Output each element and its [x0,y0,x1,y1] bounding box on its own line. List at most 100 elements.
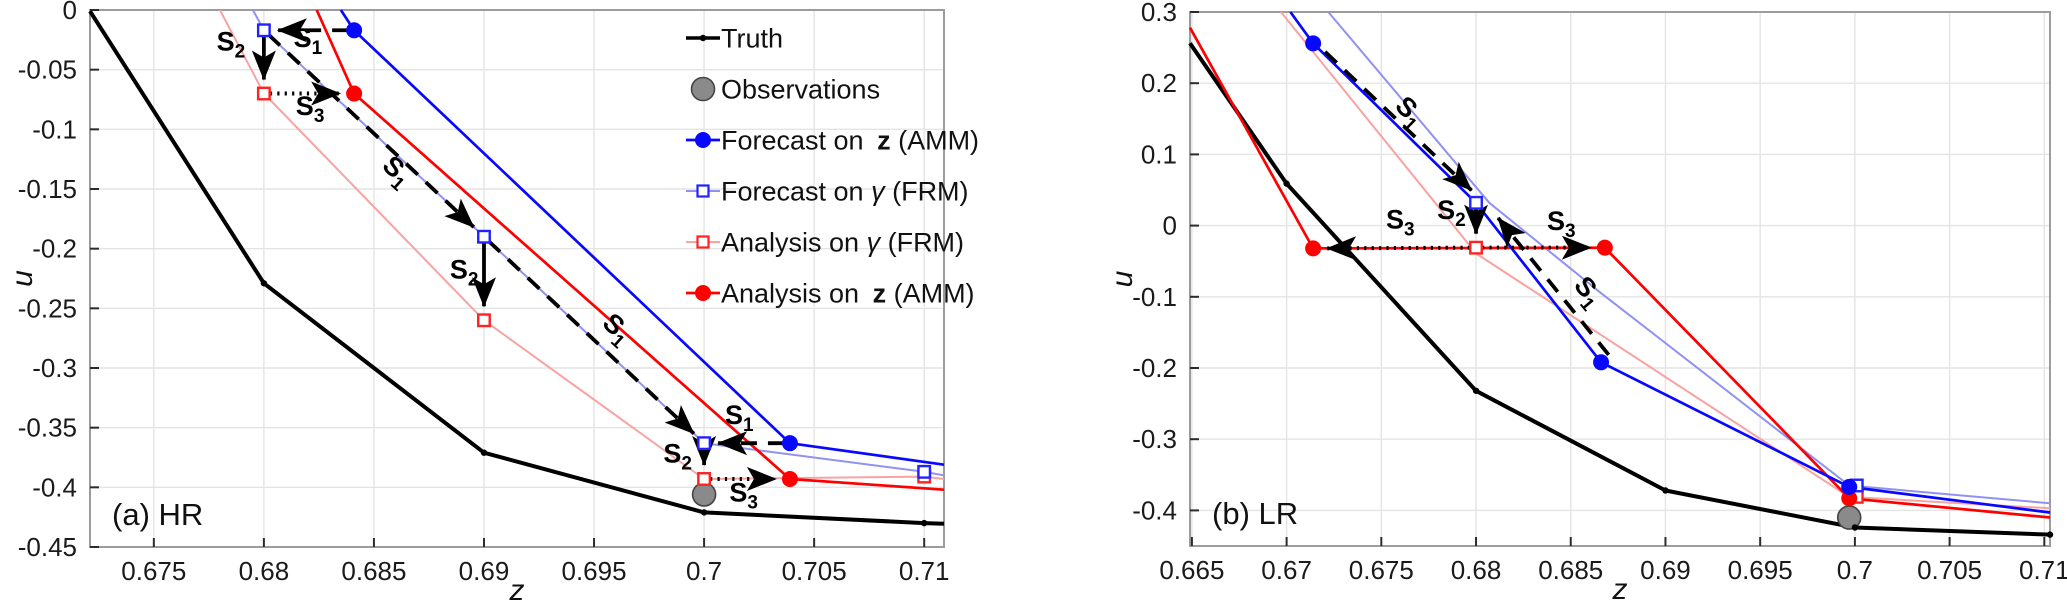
step-label-s2: S2 [217,27,246,63]
y-tick-label: 0.3 [1141,0,1177,27]
step-label-s2: S2 [1437,195,1466,231]
marker-square-analysis-frm [1469,240,1483,255]
marker-circle-analysis-amm [1596,239,1613,256]
marker-dot-truth [1662,487,1669,494]
marker-square-analysis-frm [256,86,271,101]
marker-dot-truth [480,449,488,456]
marker-square-forecast-frm [477,229,491,244]
observation-marker [691,482,717,507]
legend-marker-forecast-amm [695,132,711,148]
y-tick-label: -0.3 [32,353,77,383]
legend-label-analysis-amm: Analysis on z (AMM) [721,279,975,309]
legend-label-forecast-frm: Forecast on γ (FRM) [721,177,969,207]
y-tick-label: -0.3 [1132,424,1177,454]
legend-marker-analysis-amm [695,285,711,301]
axes-box [1189,11,2051,547]
step-label-s1: S1 [1385,90,1431,136]
marker-circle-forecast-amm [1593,354,1610,371]
y-tick-label: -0.2 [32,234,77,264]
step-label-s1: S1 [725,400,754,436]
step-label-s3: S3 [1547,206,1576,242]
y-tick-label: -0.45 [18,532,77,562]
step-label-s3: S3 [296,91,325,127]
marker-circle-analysis-amm [1841,490,1858,507]
y-tick-label: -0.4 [32,472,77,502]
y-tick-label: 0.1 [1141,139,1177,169]
x-axis-label: z [509,574,525,604]
x-axis-label: z [1612,573,1628,604]
panel-b: 0.665 0.67 0.675 0.68 0.685 0.69 0.695 0.7 0.705… [1106,0,2067,604]
arrow-dashed-s1 [1496,216,1611,356]
marker-square-analysis-frm [477,313,491,328]
x-tick-label: 0.68 [1451,555,1502,585]
line-truth [88,10,945,526]
x-tick-label: 0.705 [1917,555,1982,585]
y-axis-label: u [1106,270,1139,287]
y-tick-label: 0.2 [1141,68,1177,98]
arrow-dashed-s1 [266,33,476,229]
legend-marker-analysis-frm [696,235,710,249]
marker-circle-forecast-amm [781,435,798,452]
step-label-s3: S3 [729,478,758,514]
marker-dot-truth [1472,387,1480,394]
line-analysis-frm [1280,11,2051,510]
marker-circle-analysis-amm [1305,240,1322,257]
marker-square-forecast-frm [256,23,271,38]
x-tick-label: 0.685 [1538,555,1603,585]
marker-square-forecast-frm [1469,195,1483,210]
legend-marker-forecast-frm [696,184,710,198]
y-tick-label: -0.1 [32,114,77,144]
marker-square-forecast-frm [917,464,932,479]
y-axis-label: u [6,270,39,287]
marker-dot-truth [1851,524,1859,531]
line-truth [1188,42,2051,537]
legend-label-observations: Observations [721,75,880,105]
x-tick-label: 0.685 [341,556,406,586]
y-tick-label: -0.15 [18,174,77,204]
step-label-s3: S3 [1386,204,1415,240]
marker-circle-analysis-amm [346,85,363,102]
legend-label-truth: Truth [721,24,783,54]
line-forecast-frm [1327,11,2051,505]
panel-a: 0.675 0.68 0.685 0.69 0.695 0.7 0.705 0.71 0 -0.0… [6,0,949,604]
x-tick-label: 0.69 [459,556,510,586]
panel-label: (a) HR [112,497,203,532]
x-tick-label: 0.675 [121,556,186,586]
marker-dot-truth [2046,531,2054,538]
y-tick-label: -0.1 [1132,282,1177,312]
y-tick-label: -0.25 [18,293,77,323]
axes-box [89,9,945,548]
step-label-s2: S2 [450,255,479,291]
marker-square-analysis-frm [697,472,712,486]
marker-circle-forecast-amm [346,22,363,39]
x-tick-label: 0.69 [1640,555,1691,585]
y-tick-label: -0.05 [18,55,77,85]
line-forecast-amm [1289,11,2051,514]
arrow-dashed-s1 [1323,50,1473,192]
y-tick-label: 0 [63,0,77,25]
x-tick-label: 0.67 [1261,555,1312,585]
legend: Truth Observations Forecast on z (AMM) Fore… [686,24,979,309]
x-tick-label: 0.68 [239,556,290,586]
x-tick-label: 0.695 [1728,555,1793,585]
line-forecast-amm [339,9,945,467]
legend-marker-truth [699,34,707,42]
arrow-dashed-s1 [487,239,696,435]
x-tick-label: 0.7 [686,556,722,586]
x-tick-label: 0.71 [899,556,950,586]
x-tick-label: 0.7 [1837,555,1873,585]
x-tick-label: 0.695 [561,556,626,586]
marker-dot-truth [260,280,268,287]
marker-dot-truth [1283,180,1290,187]
marker-dot-truth [700,509,708,516]
legend-label-forecast-amm: Forecast on z (AMM) [721,126,979,156]
x-tick-label: 0.71 [2019,555,2067,585]
legend-label-analysis-frm: Analysis on γ (FRM) [721,228,964,258]
x-tick-label: 0.665 [1159,555,1224,585]
marker-circle-analysis-amm [781,470,798,487]
line-analysis-amm [315,9,945,492]
marker-dot-truth [920,519,928,527]
x-tick-label: 0.675 [1349,555,1414,585]
y-tick-label: -0.4 [1132,495,1177,525]
